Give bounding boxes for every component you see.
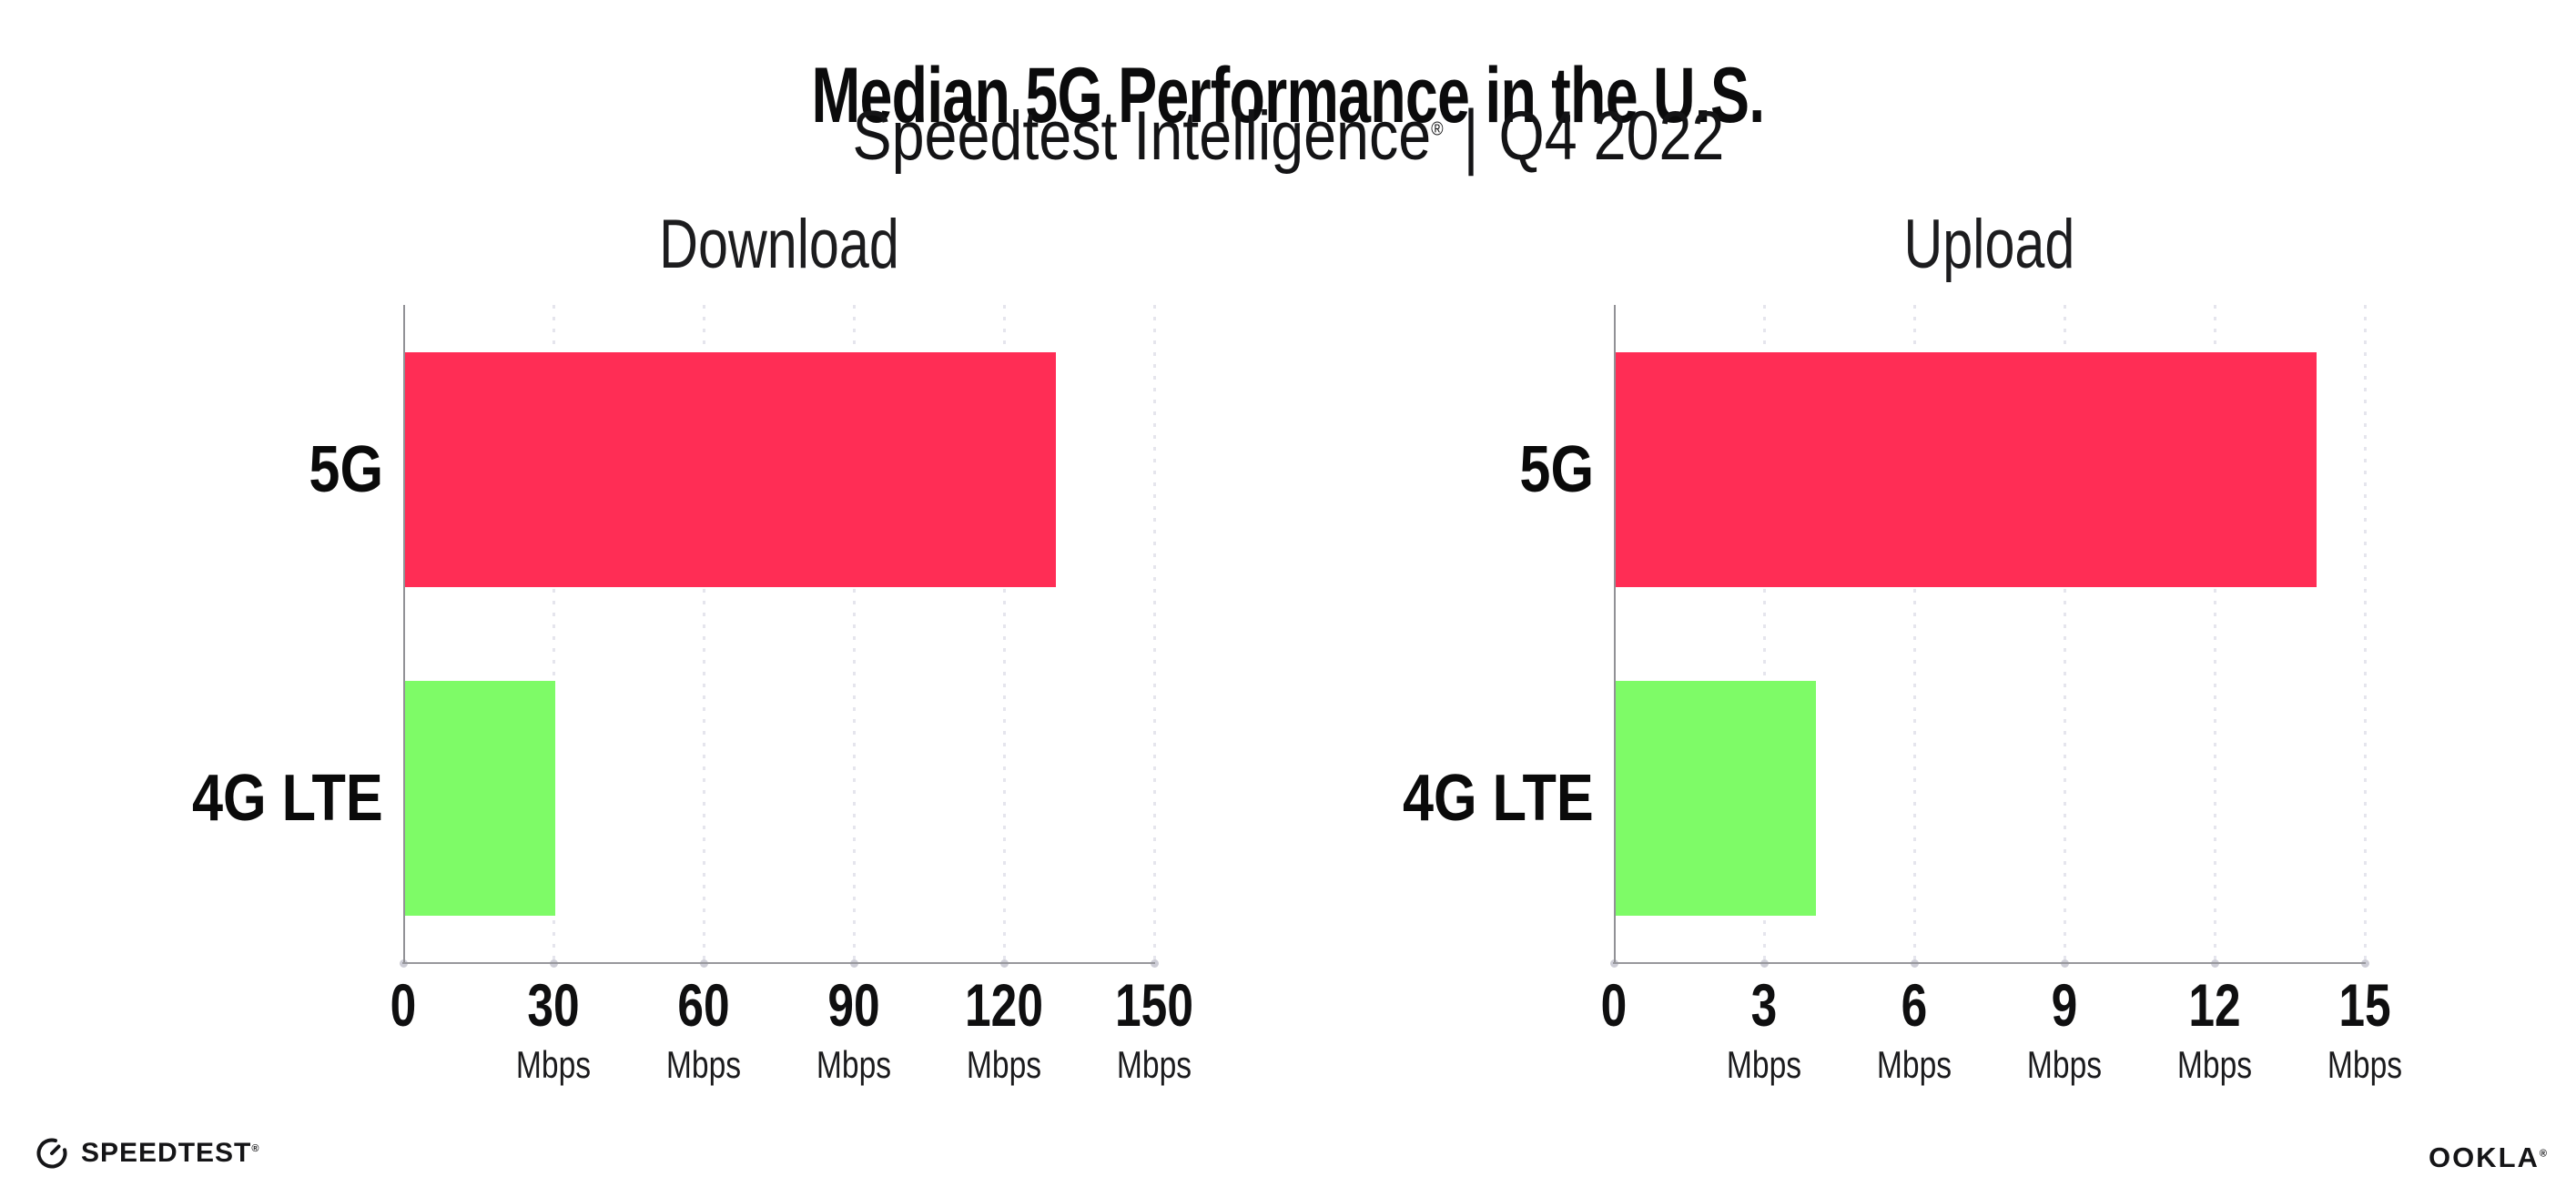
x-tick-label: 6 — [1901, 971, 1928, 1039]
upload-chart: Upload 0 3 Mbps 6 Mbps 9 Mbps 12 Mbps 15 Mbps 5G 4G … — [1403, 210, 2402, 1084]
bar-4g-lte — [1616, 681, 1816, 917]
subtitle-product: Speedtest Intelligence — [852, 97, 1431, 175]
x-tick-label: 60 — [677, 971, 730, 1039]
subtitle-period: Q4 2022 — [1498, 97, 1724, 175]
x-tick-unit: Mbps — [1116, 1043, 1192, 1086]
upload-plot-area — [1609, 305, 2369, 968]
gridline — [1002, 305, 1006, 963]
page-title: Median 5G Performance in the U.S. — [0, 51, 2576, 139]
x-tick-label: 30 — [527, 971, 580, 1039]
gridline — [2213, 305, 2216, 963]
x-tick-label: 150 — [1115, 971, 1193, 1039]
category-label-5g: 5G — [309, 432, 383, 506]
bar-5g — [1616, 351, 2317, 587]
page-subtitle-text: Speedtest Intelligence® | Q4 2022 — [852, 95, 1724, 178]
subtitle-separator: | — [1463, 95, 1478, 178]
x-tick-unit: Mbps — [515, 1043, 592, 1086]
ookla-trademark: ® — [2539, 1148, 2549, 1160]
x-tick-label: 3 — [1750, 971, 1778, 1039]
y-axis-line — [403, 305, 405, 963]
speedtest-gauge-icon — [36, 1138, 67, 1169]
x-tick-unit: Mbps — [966, 1043, 1042, 1086]
download-chart-title-text: Download — [658, 206, 899, 283]
gridline — [852, 305, 856, 963]
x-tick-unit: Mbps — [665, 1043, 742, 1086]
x-tick-label: 120 — [965, 971, 1043, 1039]
gridline — [1152, 305, 1156, 963]
x-axis-line — [1613, 962, 2366, 964]
gridline — [2063, 305, 2066, 963]
bar-5g — [405, 351, 1056, 587]
registered-mark: ® — [1430, 117, 1444, 140]
gridline — [1762, 305, 1766, 963]
x-tick-label: 90 — [827, 971, 880, 1039]
page-subtitle: Speedtest Intelligence® | Q4 2022 — [0, 95, 2576, 178]
y-axis-line — [1614, 305, 1616, 963]
x-tick-label: 0 — [1600, 971, 1628, 1039]
x-tick-unit: Mbps — [2026, 1043, 2103, 1086]
x-axis-line — [402, 962, 1155, 964]
category-label-4g-lte: 4G LTE — [1403, 762, 1594, 836]
x-tick-label: 12 — [2188, 971, 2241, 1039]
download-chart: Download 0 30 Mbps 60 Mbps 90 Mbps 120 Mbps 150 Mb… — [192, 210, 1193, 1084]
page-title-text: Median 5G Performance in the U.S. — [811, 51, 1766, 139]
speedtest-wordmark: SPEEDTEST® — [81, 1140, 259, 1167]
bar-4g-lte — [405, 681, 555, 917]
x-tick-label: 15 — [2338, 971, 2391, 1039]
ookla-wordmark-text: OOKLA — [2428, 1141, 2540, 1173]
x-tick-unit: Mbps — [816, 1043, 892, 1086]
gridline — [702, 305, 705, 963]
x-tick-unit: Mbps — [2176, 1043, 2253, 1086]
speedtest-trademark: ® — [251, 1143, 260, 1154]
category-label-5g: 5G — [1519, 432, 1594, 506]
x-tick-label: 9 — [2051, 971, 2078, 1039]
x-tick-unit: Mbps — [1726, 1043, 1802, 1086]
category-label-4g-lte: 4G LTE — [192, 762, 383, 836]
upload-chart-title: Upload — [1614, 210, 2365, 279]
upload-chart-title-text: Upload — [1903, 206, 2075, 283]
x-tick-unit: Mbps — [2327, 1043, 2403, 1086]
gridline — [552, 305, 555, 963]
gridline — [1912, 305, 1916, 963]
download-chart-title: Download — [403, 210, 1154, 279]
gridline — [2363, 305, 2367, 963]
download-plot-area — [399, 305, 1159, 968]
x-tick-label: 0 — [390, 971, 417, 1039]
speedtest-logo: SPEEDTEST® — [35, 1136, 259, 1171]
ookla-logo: OOKLA® — [2429, 1143, 2549, 1172]
speedtest-wordmark-text: SPEEDTEST — [81, 1138, 252, 1168]
x-tick-unit: Mbps — [1876, 1043, 1952, 1086]
